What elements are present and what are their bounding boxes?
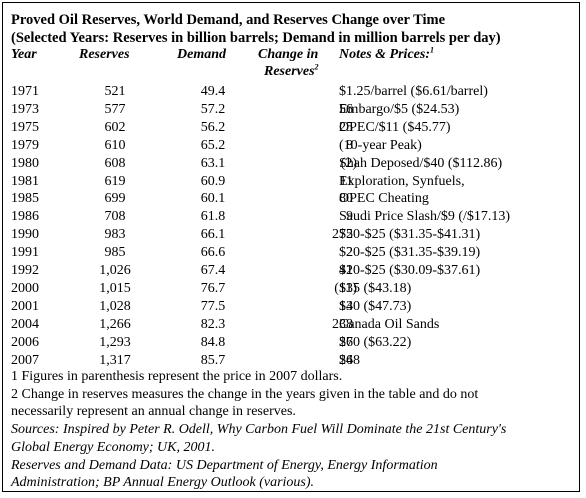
footnote-2-line2: necessarily represent an annual change i… (11, 404, 296, 419)
cell-reserves: 1,293 (99, 334, 131, 350)
cell-year: 1985 (11, 191, 39, 207)
cell-change: 13 (339, 298, 353, 314)
cell-notes: $20-$25 ($31.35-$41.31) (339, 227, 481, 243)
cell-notes: Exploration, Synfuels, (339, 173, 465, 189)
cell-notes: $1.25/barrel ($6.61/barrel) (339, 84, 488, 99)
cell-demand: 67.4 (200, 263, 226, 278)
cell-year: 1992 (11, 263, 39, 278)
cell-demand: 49.4 (200, 84, 226, 99)
cell-change: 238 (332, 316, 353, 332)
cell-year: 2001 (11, 298, 39, 314)
cell-change: (11) (334, 280, 357, 296)
cell-notes: $40 ($47.73) (339, 298, 412, 314)
cell-demand: 63.1 (200, 155, 226, 171)
cell-demand: 66.1 (200, 227, 226, 243)
cell-year: 2004 (11, 316, 39, 332)
cell-reserves: 602 (104, 119, 126, 135)
table-title: Proved Oil Reserves, World Demand, and R… (11, 12, 446, 28)
cell-reserves: 1,015 (99, 280, 131, 296)
cell-year: 1980 (11, 155, 39, 171)
header-notes: Notes & Prices:1 (339, 45, 434, 62)
cell-notes: $68 (339, 352, 360, 368)
cell-change: 24 (339, 352, 353, 368)
cell-notes: Canada Oil Sands (339, 316, 440, 332)
cell-year: 1986 (11, 209, 39, 225)
header-reserves: Reserves (79, 47, 130, 62)
cell-notes: (10-year Peak) (339, 137, 422, 153)
cell-demand: 56.2 (200, 119, 226, 135)
cell-change: 80 (339, 191, 353, 207)
cell-demand: 77.5 (200, 298, 226, 314)
sources-line2: Global Energy Economy; UK, 2001. (11, 440, 215, 455)
cell-year: 1990 (11, 227, 39, 243)
data-source-line2: Administration; BP Annual Energy Outlook… (11, 475, 315, 490)
cell-demand: 65.2 (200, 137, 226, 153)
cell-reserves: 521 (104, 84, 126, 99)
cell-change: 8 (346, 137, 353, 153)
cell-change: 11 (339, 173, 353, 189)
cell-notes: $60 ($63.22) (339, 334, 412, 350)
cell-change: 275 (332, 227, 353, 243)
cell-demand: 57.2 (200, 101, 226, 117)
cell-reserves: 608 (104, 155, 126, 171)
cell-demand: 66.6 (200, 245, 226, 261)
cell-change: (2) (340, 155, 357, 171)
cell-reserves: 577 (104, 101, 126, 117)
cell-reserves: 1,026 (99, 263, 131, 278)
cell-change: 27 (339, 334, 353, 350)
oil-reserves-table-document: Proved Oil Reserves, World Demand, and R… (2, 2, 580, 492)
cell-reserves: 1,266 (99, 316, 131, 332)
cell-demand: 76.7 (200, 280, 226, 296)
cell-notes: Embargo/$5 ($24.53) (339, 101, 460, 117)
cell-notes: OPEC Cheating (339, 191, 429, 207)
cell-notes: $20-$25 ($30.09-$37.61) (339, 263, 481, 278)
cell-notes: Shah Deposed/$40 ($112.86) (339, 155, 503, 171)
cell-reserves: 1,028 (99, 298, 131, 314)
cell-year: 2006 (11, 334, 39, 350)
data-source-line1: Reserves and Demand Data: US Department … (11, 458, 438, 473)
header-year: Year (11, 47, 37, 62)
header-notes-footnote-mark: 1 (429, 45, 434, 55)
cell-reserves: 610 (104, 137, 126, 153)
cell-notes: Saudi Price Slash/$9 (/$17.13) (339, 209, 511, 225)
footnote-2-line1: 2 Change in reserves measures the change… (11, 387, 479, 402)
table-subtitle: (Selected Years: Reserves in billion bar… (11, 30, 501, 46)
cell-year: 1973 (11, 101, 39, 117)
cell-notes: OPEC/$11 ($45.77) (339, 119, 451, 135)
cell-change: 25 (339, 119, 353, 135)
header-change-footnote-mark: 2 (314, 62, 319, 72)
cell-demand: 60.1 (200, 191, 226, 207)
cell-year: 1981 (11, 173, 39, 189)
cell-year: 1971 (11, 84, 39, 99)
cell-year: 1975 (11, 119, 39, 135)
cell-reserves: 985 (104, 245, 126, 261)
cell-notes: $35 ($43.18) (339, 280, 412, 296)
footnote-1: 1 Figures in parenthesis represent the p… (11, 369, 343, 384)
cell-reserves: 619 (104, 173, 126, 189)
cell-demand: 82.3 (200, 316, 226, 332)
cell-year: 1979 (11, 137, 39, 153)
cell-year: 2007 (11, 352, 39, 368)
header-change-line2: Reserves2 (264, 62, 319, 79)
cell-change: 9 (346, 209, 353, 225)
cell-year: 1991 (11, 245, 39, 261)
cell-reserves: 983 (104, 227, 126, 243)
cell-demand: 84.8 (200, 334, 226, 350)
cell-reserves: 1,317 (99, 352, 131, 368)
header-change-line1: Change in (258, 47, 319, 62)
cell-year: 2000 (11, 280, 39, 296)
cell-reserves: 699 (104, 191, 126, 207)
cell-demand: 85.7 (200, 352, 226, 368)
cell-demand: 61.8 (200, 209, 226, 225)
sources-line1: Sources: Inspired by Peter R. Odell, Why… (11, 422, 507, 437)
cell-change: 2 (346, 245, 353, 261)
cell-change: 56 (339, 101, 353, 117)
cell-notes: $20-$25 ($31.35-$39.19) (339, 245, 481, 261)
cell-change: 41 (339, 263, 353, 278)
header-demand: Demand (177, 47, 226, 62)
cell-reserves: 708 (104, 209, 126, 225)
cell-demand: 60.9 (200, 173, 226, 189)
